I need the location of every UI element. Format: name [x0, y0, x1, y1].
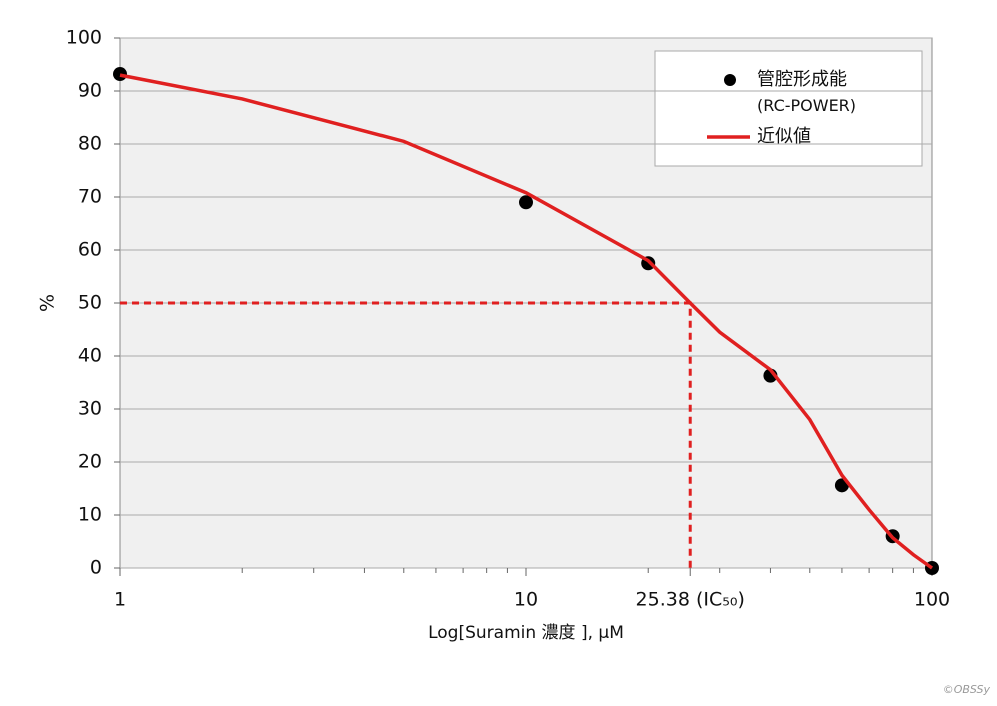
x-axis-label: Log[Suramin 濃度 ], μM [428, 623, 624, 643]
data-point [519, 195, 533, 210]
y-tick-label: 10 [78, 504, 102, 526]
y-tick-label: 60 [78, 239, 102, 261]
legend-label: 管腔形成能(RC-POWER) [757, 69, 856, 115]
y-tick-label: 80 [78, 133, 102, 155]
legend-label: 近似値 [757, 126, 811, 147]
x-tick-label: 1 [114, 589, 126, 611]
x-tick-label: 10 [514, 589, 538, 611]
fit-line [119, 73, 934, 570]
y-axis-label: % [37, 294, 59, 312]
y-tick-label: 40 [78, 345, 102, 367]
data-point [113, 67, 127, 82]
legend-marker [724, 74, 736, 86]
y-tick-label: 100 [66, 27, 102, 49]
y-tick-label: 20 [78, 451, 102, 473]
legend-box [654, 50, 923, 167]
y-tick-label: 0 [90, 557, 102, 579]
y-tick-label: 30 [78, 398, 102, 420]
watermark: ©OBSSy [943, 683, 991, 696]
x-tick-label: 25.38 (IC₅₀) [636, 589, 745, 611]
y-tick-label: 90 [78, 80, 102, 102]
y-tick-label: 50 [78, 292, 102, 314]
y-tick-label: 70 [78, 186, 102, 208]
x-tick-label: 100 [914, 589, 950, 611]
